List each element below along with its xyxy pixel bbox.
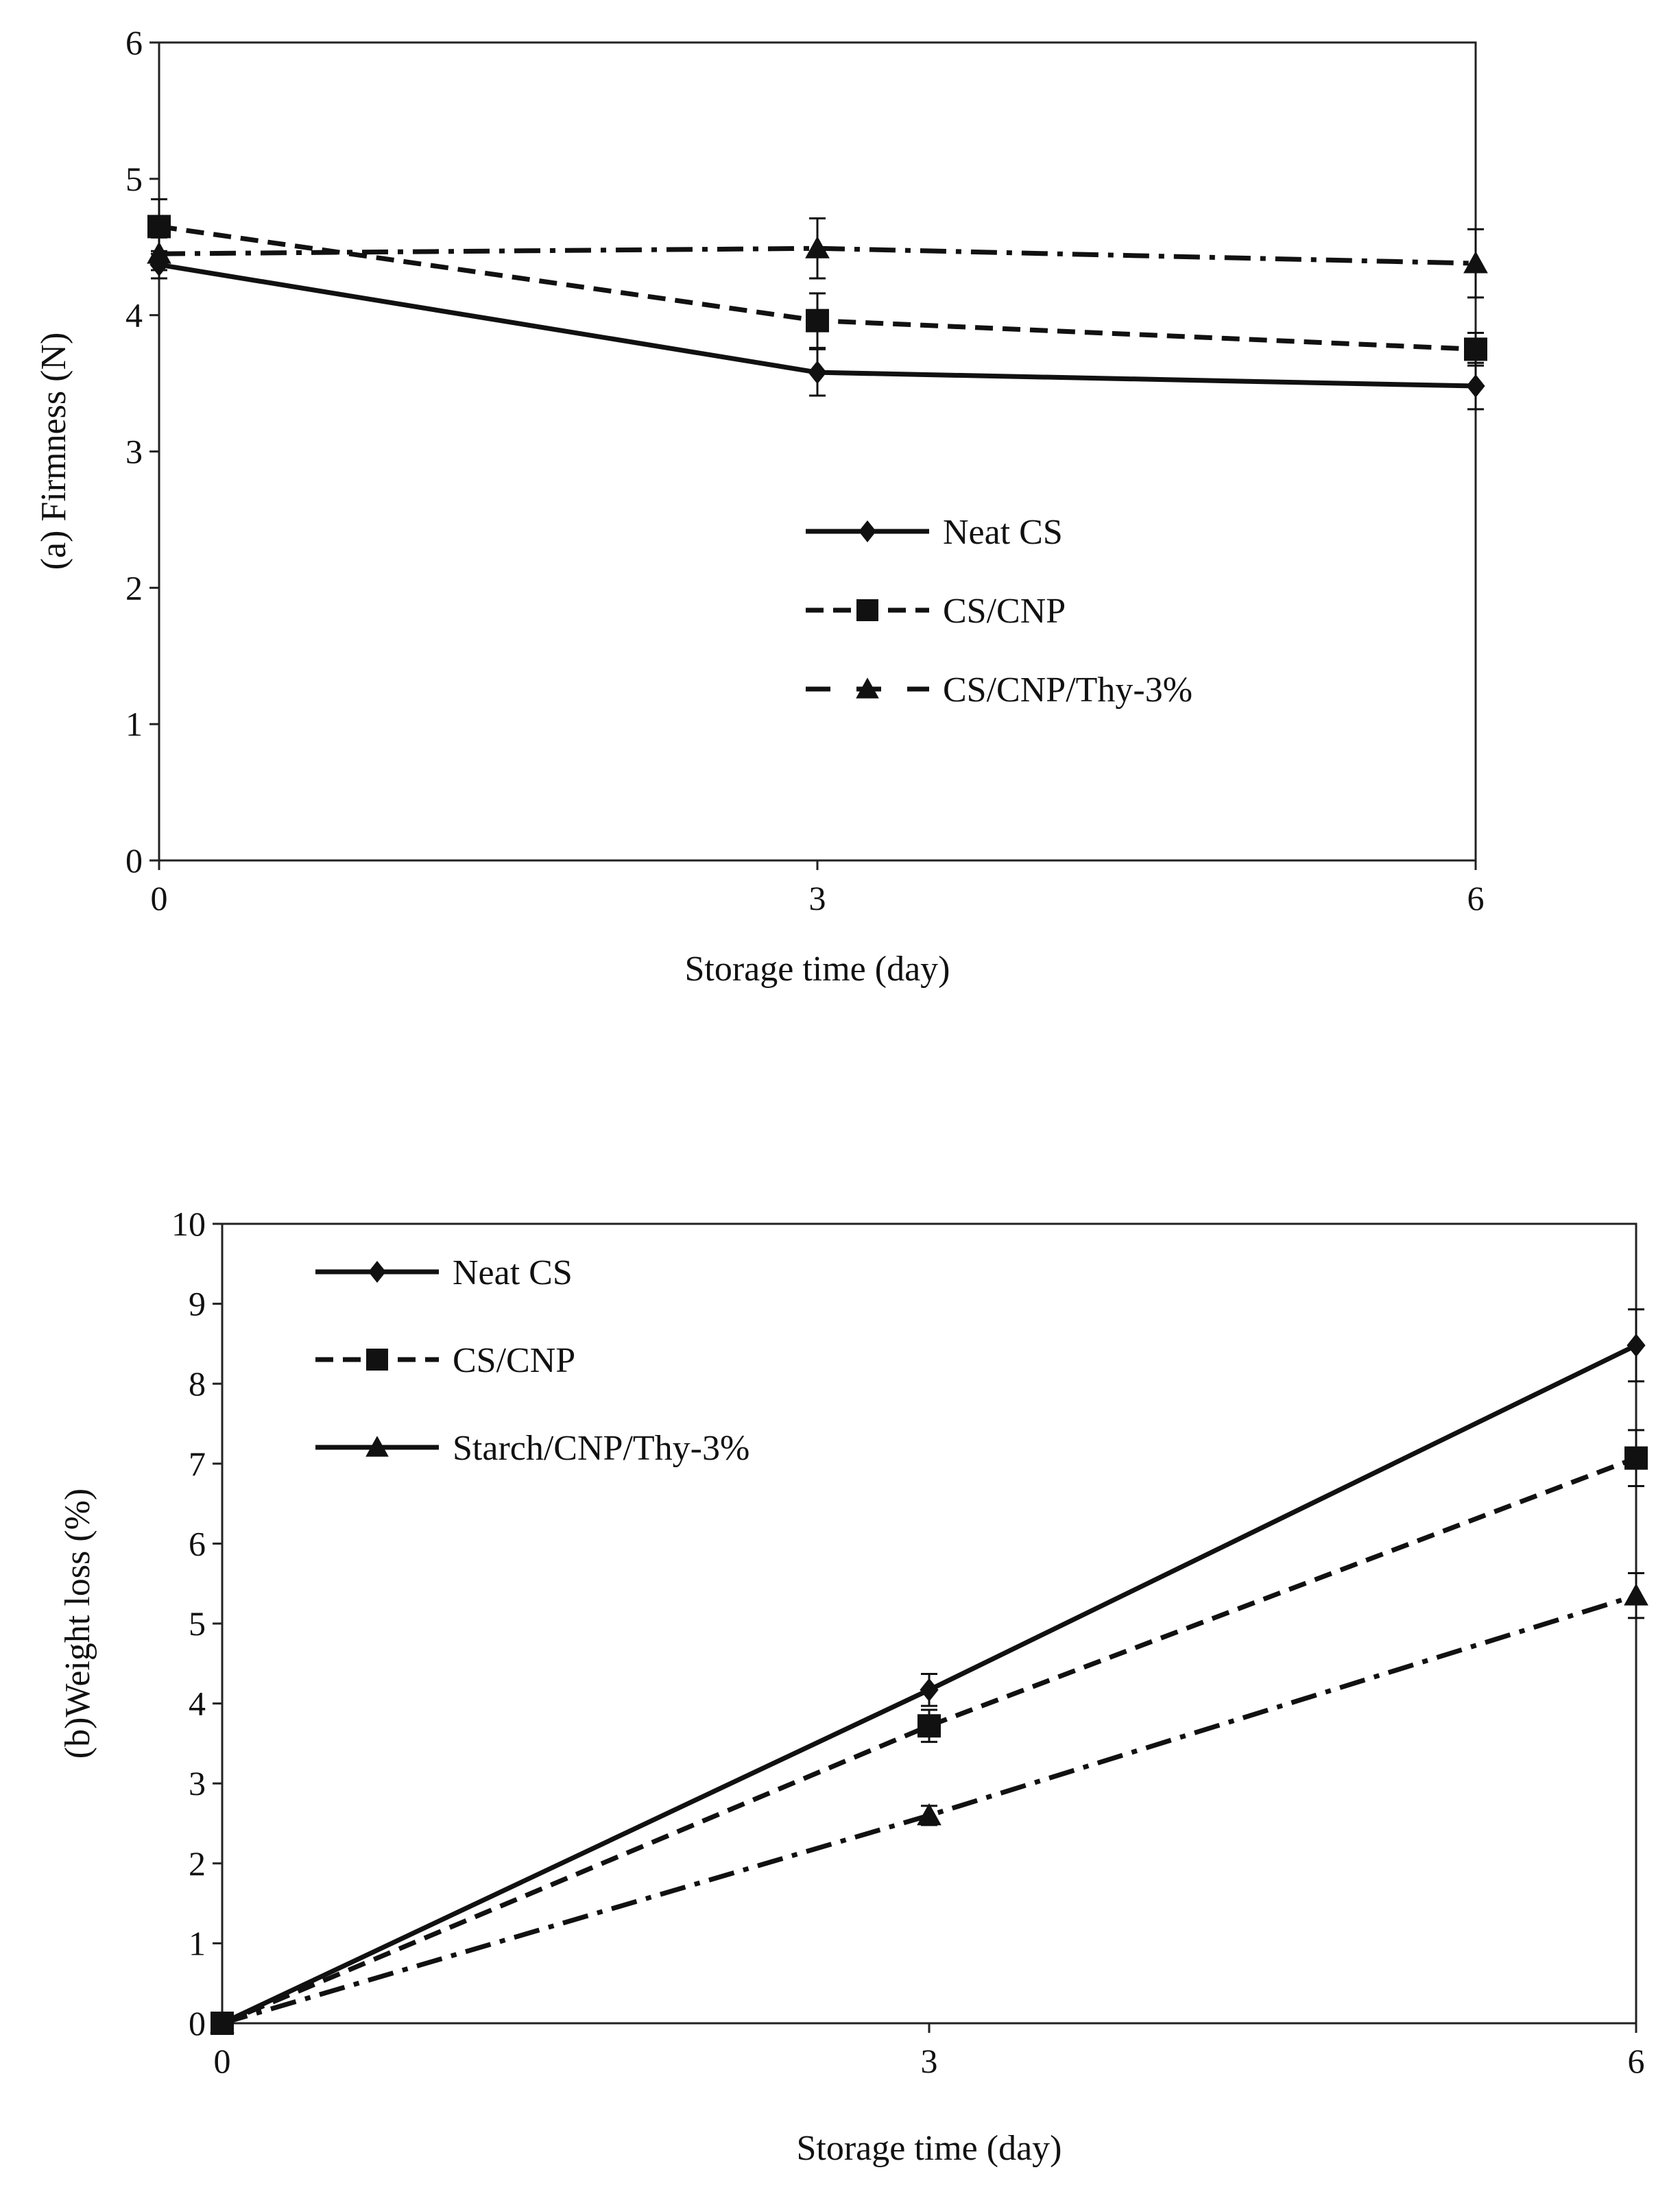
series-line — [221, 1456, 1637, 2026]
data-point-square — [917, 1714, 941, 1738]
plot-frame — [158, 41, 1477, 862]
weight-loss-chart: 0 1 2 3 4 5 6 7 8 9 10 0 3 6 Neat CS CS/CNP Starch/CNP… — [58, 1205, 1648, 2168]
series-triangle — [210, 1572, 1648, 2034]
x-tick-label: 6 — [1467, 879, 1485, 917]
legend-marker-diamond — [368, 1261, 386, 1283]
x-tick-label: 0 — [214, 2042, 231, 2080]
y-tick-label: 1 — [125, 705, 143, 743]
data-point-square — [147, 215, 171, 239]
data-point-diamond — [1627, 1334, 1646, 1358]
legend-marker-square — [366, 1349, 388, 1371]
series-layer — [210, 1308, 1648, 2035]
y-tick-label: 10 — [171, 1205, 206, 1243]
data-point-triangle — [805, 236, 830, 258]
y-tick-label: 5 — [125, 160, 143, 198]
data-point-triangle — [917, 1802, 941, 1826]
legend-marker-triangle — [856, 677, 879, 699]
y-tick-label: 6 — [125, 23, 143, 62]
series-square — [147, 198, 1487, 367]
y-tick-label: 7 — [189, 1445, 206, 1483]
legend-label: Neat CS — [453, 1253, 573, 1292]
y-tick-label: 6 — [189, 1524, 206, 1563]
legend-marker-diamond — [859, 520, 876, 542]
y-tick-label: 9 — [189, 1285, 206, 1323]
y-tick-label: 3 — [189, 1764, 206, 1802]
data-point-diamond — [920, 1678, 939, 1702]
y-tick-label: 8 — [189, 1364, 206, 1403]
legend-marker-triangle — [365, 1436, 389, 1457]
y-tick-label: 1 — [189, 1924, 206, 1962]
series-triangle — [147, 217, 1488, 299]
y-axis: 0 1 2 3 4 5 6 — [125, 23, 159, 880]
legend-label: Neat CS — [943, 513, 1063, 552]
data-point-square — [806, 309, 829, 333]
series-line — [158, 245, 1476, 266]
data-point-triangle — [1624, 1583, 1648, 1606]
legend-marker-square — [856, 599, 878, 621]
y-tick-label: 5 — [189, 1604, 206, 1643]
legend-label: Starch/CNP/Thy-3% — [453, 1429, 749, 1468]
legend: Neat CS CS/CNP CS/CNP/Thy-3% — [806, 513, 1192, 710]
y-tick-label: 3 — [125, 433, 143, 471]
y-tick-label: 4 — [125, 296, 143, 335]
series-line — [221, 1593, 1637, 2026]
data-point-diamond — [1466, 374, 1485, 398]
legend-label: CS/CNP — [943, 592, 1066, 631]
legend-label: CS/CNP/Thy-3% — [943, 671, 1192, 710]
data-point-triangle — [210, 2011, 235, 2034]
y-tick-label: 2 — [125, 568, 143, 607]
x-tick-label: 6 — [1628, 2042, 1645, 2080]
series-layer — [147, 198, 1488, 411]
x-axis-title: Storage time (day) — [797, 2129, 1062, 2168]
plot-frame — [221, 1222, 1637, 2025]
x-tick-label: 0 — [151, 879, 168, 917]
x-axis: 0 3 6 — [151, 860, 1485, 917]
data-point-square — [1624, 1446, 1648, 1470]
x-tick-label: 3 — [921, 2042, 938, 2080]
y-tick-label: 0 — [125, 841, 143, 880]
data-point-triangle — [1463, 251, 1488, 274]
data-point-diamond — [808, 361, 827, 385]
x-tick-label: 3 — [809, 879, 826, 917]
data-point-triangle — [147, 241, 171, 264]
y-tick-label: 4 — [189, 1685, 206, 1723]
x-axis-title: Storage time (day) — [685, 950, 950, 989]
series-diamond — [213, 1308, 1646, 2035]
legend: Neat CS CS/CNP Starch/CNP/Thy-3% — [315, 1253, 749, 1468]
x-axis: 0 3 6 — [214, 2023, 1645, 2080]
y-axis-title: (b)Weight loss (%) — [58, 1488, 97, 1759]
data-point-square — [1464, 337, 1487, 361]
y-tick-label: 2 — [189, 1844, 206, 1883]
firmness-chart: 0 1 2 3 4 5 6 0 3 6 Neat CS CS/CNP CS/CNP/Thy-3% S… — [34, 23, 1488, 989]
legend-label: CS/CNP — [453, 1341, 575, 1380]
y-tick-label: 0 — [189, 2004, 206, 2042]
y-axis: 0 1 2 3 4 5 6 7 8 9 10 — [171, 1205, 222, 2042]
y-axis-title: (a) Firmness (N) — [34, 333, 73, 570]
series-square — [211, 1429, 1648, 2035]
